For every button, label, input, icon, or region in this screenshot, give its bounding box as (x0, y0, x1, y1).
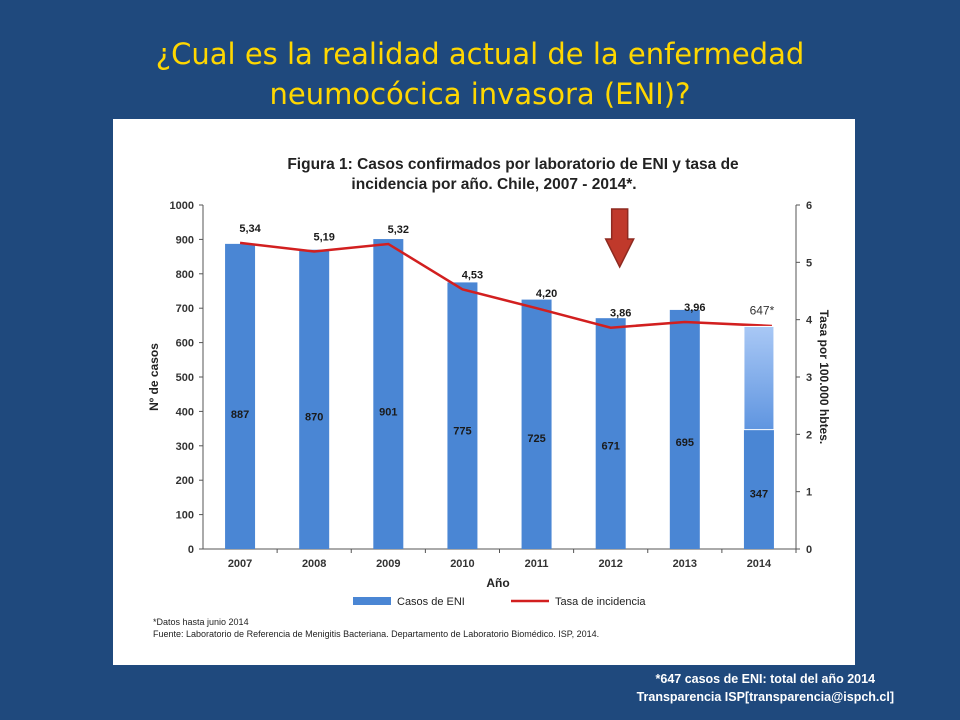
slide-title-line-1: ¿Cual es la realidad actual de la enferm… (155, 37, 805, 71)
y-axis-label: Nº de casos (147, 343, 161, 411)
legend-swatch-cases (353, 597, 391, 605)
footnote-line-1: *647 casos de ENI: total del año 2014 (655, 672, 876, 686)
y-tick-label: 400 (176, 406, 194, 418)
y-right-tick-label: 2 (806, 429, 812, 441)
bar (521, 299, 552, 549)
bar-value-label: 695 (676, 437, 694, 449)
y-tick-label: 0 (188, 544, 194, 556)
bar (373, 239, 404, 549)
y-tick-label: 200 (176, 475, 194, 487)
y-tick-label: 300 (176, 441, 194, 453)
slide-title: ¿Cual es la realidad actual de la enferm… (60, 34, 900, 114)
y-right-tick-label: 0 (806, 544, 812, 556)
line-value-label: 4,53 (462, 269, 483, 281)
down-arrow-icon (604, 208, 635, 269)
footnote-line-2: Transparencia ISP[transparencia@ispch.cl… (636, 690, 894, 704)
x-tick-label: 2007 (228, 558, 252, 570)
bar-value-label: 775 (453, 425, 471, 437)
bar-value-label: 347 (750, 489, 768, 501)
x-tick-label: 2014 (747, 558, 772, 570)
legend-label-cases: Casos de ENI (397, 596, 465, 608)
y-right-tick-label: 3 (806, 372, 812, 384)
bar (669, 309, 700, 549)
y-tick-label: 100 (176, 510, 194, 522)
line-value-label: 5,34 (239, 223, 261, 235)
y-tick-label: 500 (176, 372, 194, 384)
plot-area: 0 100 200 300 400 500 600 700 800 900 1000 0 1 2 3 4 5 6 8… (170, 200, 813, 608)
projected-bar-2014 (743, 325, 775, 431)
y-right-tick-label: 5 (806, 257, 812, 269)
y-tick-label: 700 (176, 303, 194, 315)
chart-title-line-2: incidencia por año. Chile, 2007 - 2014*. (351, 176, 636, 193)
y-tick-label: 600 (176, 338, 194, 350)
chart-note-1: *Datos hasta junio 2014 (153, 617, 249, 627)
x-tick-label: 2011 (525, 558, 549, 570)
x-tick-label: 2009 (376, 558, 400, 570)
bar (299, 249, 330, 549)
chart: Figura 1: Casos confirmados por laborato… (147, 156, 831, 639)
y-axis-right-label: Tasa por 100.000 hbtes. (817, 310, 831, 445)
bar (595, 318, 626, 549)
chart-panel: Figura 1: Casos confirmados por laborato… (113, 119, 855, 665)
y-right-tick-label: 1 (806, 487, 812, 499)
x-tick-label: 2008 (302, 558, 326, 570)
y-tick-label: 900 (176, 234, 194, 246)
x-tick-label: 2013 (673, 558, 697, 570)
x-axis-label: Año (486, 576, 509, 590)
bar-value-label: 671 (602, 441, 620, 453)
x-tick-label: 2010 (450, 558, 474, 570)
y-tick-label: 800 (176, 269, 194, 281)
y-tick-label: 1000 (170, 200, 194, 212)
line-value-label: 5,32 (388, 224, 409, 236)
chart-title-line-1: Figura 1: Casos confirmados por laborato… (287, 156, 739, 173)
legend-label-rate: Tasa de incidencia (555, 596, 646, 608)
bar-value-label: 725 (527, 433, 545, 445)
bar-value-label: 901 (379, 407, 397, 419)
line-value-label: 3,86 (610, 308, 631, 320)
bar (743, 429, 774, 549)
slide-footnote: *647 casos de ENI: total del año 2014 Tr… (637, 670, 894, 706)
slide-title-line-2: neumocócica invasora (ENI)? (269, 77, 691, 111)
bar (225, 243, 256, 549)
line-value-label: 4,20 (536, 288, 557, 300)
y-right-tick-label: 4 (806, 315, 813, 327)
y-right-tick-label: 6 (806, 200, 812, 212)
line-value-label: 3,96 (684, 302, 705, 314)
bar-value-label: 870 (305, 411, 323, 423)
bar-value-label: 887 (231, 409, 249, 421)
projected-bar-label: 647* (750, 303, 775, 317)
x-tick-label: 2012 (598, 558, 622, 570)
bar (447, 282, 478, 549)
line-value-label: 5,19 (313, 231, 334, 243)
chart-note-2: Fuente: Laboratorio de Referencia de Men… (153, 629, 599, 639)
incidence-line (239, 241, 772, 329)
